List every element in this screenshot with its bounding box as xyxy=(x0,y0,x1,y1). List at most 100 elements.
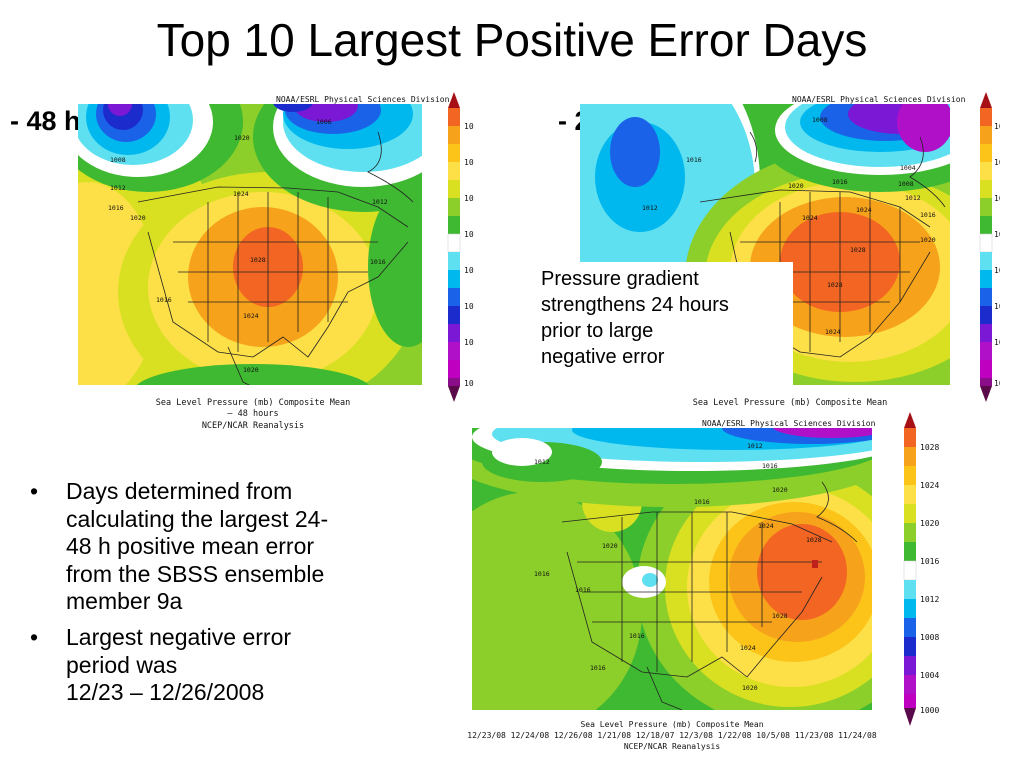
colorbar-tick: 1012 xyxy=(920,595,939,604)
caption-line: NCEP/NCAR Reanalysis xyxy=(201,420,305,431)
map-panel-0h: NOAA/ESRL Physical Sciences Division xyxy=(467,412,972,764)
map-caption: Sea Level Pressure (mb) Composite Mean xyxy=(640,398,940,409)
pressure-field xyxy=(472,428,872,710)
colorbar-tick: 1016 xyxy=(920,557,939,566)
colorbar-tick: 1020 xyxy=(994,194,1000,203)
isobar-label: 1012 xyxy=(642,204,658,212)
pressure-field xyxy=(78,104,422,385)
isobar-label: 1024 xyxy=(233,190,249,198)
isobar-label: 1012 xyxy=(905,194,921,202)
caption-line: Sea Level Pressure (mb) Composite Mean xyxy=(155,398,351,408)
bullet-line: Largest negative error xyxy=(66,623,292,650)
isobar-label: 1028 xyxy=(250,256,266,264)
isobar-labels: 1008 1012 1016 1020 1024 1028 1006 1016 … xyxy=(108,118,388,374)
colorbar-tick: 1016 xyxy=(994,230,1000,239)
bullet-line: period was xyxy=(66,651,178,678)
isobar-label: 1016 xyxy=(108,204,124,212)
isobar-label: 1004 xyxy=(900,164,916,172)
bullet-line: calculating the largest 24- xyxy=(66,505,329,532)
colorbar-tick: 1008 xyxy=(920,633,939,642)
isobar-label: 1016 xyxy=(575,586,591,594)
isobar-label: 1016 xyxy=(694,498,710,506)
bullet-list: Days determined from calculating the lar… xyxy=(28,478,400,715)
colorbar-tick: 1004 xyxy=(920,671,939,680)
colorbar-tick: 1004 xyxy=(464,338,474,347)
isobar-label: 1024 xyxy=(802,214,818,222)
bullet-line: Days determined from xyxy=(66,478,293,504)
isobar-label: 1028 xyxy=(806,536,822,544)
colorbar: 1028 1024 1020 1016 1012 1008 1004 1000 xyxy=(979,92,1000,402)
colorbar-tick: 1000 xyxy=(464,379,474,388)
map-caption: Sea Level Pressure (mb) Composite Mean —… xyxy=(108,398,398,432)
colorbar-tick: 1008 xyxy=(994,302,1000,311)
colorbar-tick: 1028 xyxy=(994,122,1000,131)
isobar-label: 1020 xyxy=(602,542,618,550)
colorbar-arrow-bottom xyxy=(980,386,992,402)
colorbar-arrow-top xyxy=(904,412,916,428)
caption-line: — 48 hours xyxy=(227,409,279,420)
annotation-line: negative error xyxy=(541,346,665,368)
bullet-line: member 9a xyxy=(66,588,183,615)
colorbar-tick: 1000 xyxy=(920,706,939,715)
isobar-label: 1024 xyxy=(825,328,841,336)
annotation-line: Pressure gradient xyxy=(541,268,699,290)
isobar-label: 1016 xyxy=(156,296,172,304)
colorbar-tick: 1028 xyxy=(464,122,474,131)
pressure-map: 1012 1012 1016 1020 1016 1020 1024 1028 … xyxy=(472,412,939,726)
caption-line: NCEP/NCAR Reanalysis xyxy=(623,741,721,751)
isobar-label: 1020 xyxy=(130,214,146,222)
colorbar-tick: 1004 xyxy=(994,338,1000,347)
map-header: NOAA/ESRL Physical Sciences Division xyxy=(702,419,876,428)
isobar-label: 1016 xyxy=(762,462,778,470)
colorbar-arrow-top xyxy=(980,92,992,108)
annotation-line: prior to large xyxy=(541,320,654,342)
bullet-item: Largest negative error period was 12/23 … xyxy=(28,624,400,707)
caption-dates: 12/23/08 12/24/08 12/26/08 1/21/08 12/18… xyxy=(467,730,877,740)
isobar-label: 1006 xyxy=(316,118,332,126)
map-caption: Sea Level Pressure (mb) Composite Mean 1… xyxy=(392,720,952,752)
isobar-label: 1024 xyxy=(740,644,756,652)
isobar-label: 1020 xyxy=(742,684,758,692)
colorbar: 1028 1024 1020 1016 1012 1008 1004 1000 xyxy=(447,92,474,402)
boundary-lines xyxy=(137,131,414,385)
map-panel-minus-48h: NOAA/ESRL Physical Sciences Division xyxy=(78,92,474,437)
colorbar-arrow-bottom xyxy=(904,708,916,726)
bullet-item: Days determined from calculating the lar… xyxy=(28,478,400,616)
colorbar: 1028 1024 1020 1016 1012 1008 1004 1000 xyxy=(903,412,939,726)
isobar-label: 1012 xyxy=(534,458,550,466)
isobar-label: 1012 xyxy=(747,442,763,450)
caption-line: Sea Level Pressure (mb) Composite Mean xyxy=(580,720,764,729)
annotation-line: strengthens 24 hours xyxy=(541,294,729,316)
colorbar-tick: 1020 xyxy=(920,519,939,528)
isobar-label: 1020 xyxy=(772,486,788,494)
isobar-label: 1028 xyxy=(772,612,788,620)
isobar-label: 1008 xyxy=(812,116,828,124)
slide-title: Top 10 Largest Positive Error Days xyxy=(156,14,868,66)
isobar-label: 1016 xyxy=(832,178,848,186)
colorbar-tick: 1024 xyxy=(920,481,939,490)
isobar-labels: 1012 1012 1016 1020 1016 1020 1024 1028 … xyxy=(534,442,822,692)
isobar-label: 1016 xyxy=(534,570,550,578)
colorbar-tick: 1028 xyxy=(920,443,939,452)
colorbar-tick: 1016 xyxy=(464,230,474,239)
isobar-label: 1024 xyxy=(758,522,774,530)
isobar-label: 1008 xyxy=(898,180,914,188)
isobar-label: 1016 xyxy=(920,211,936,219)
isobar-label: 1016 xyxy=(629,632,645,640)
colorbar-tick: 1012 xyxy=(464,266,474,275)
pressure-map: 1008 1012 1016 1020 1024 1028 1006 1016 … xyxy=(78,92,474,402)
boundary-lines xyxy=(561,481,858,710)
isobar-label: 1020 xyxy=(234,134,250,142)
map-header: NOAA/ESRL Physical Sciences Division xyxy=(276,95,450,104)
isobar-label: 1020 xyxy=(788,182,804,190)
bullet-line: 12/23 – 12/26/2008 xyxy=(66,679,265,706)
panel-label-minus-48h: - 48 h xyxy=(10,106,81,136)
isobar-label: 1028 xyxy=(827,281,843,289)
caption-line: Sea Level Pressure (mb) Composite Mean xyxy=(692,398,888,408)
isobar-labels: 1008 1016 1012 1016 1020 1024 1028 1024 … xyxy=(642,116,936,336)
colorbar-tick: 1024 xyxy=(994,158,1000,167)
isobar-label: 1012 xyxy=(110,184,126,192)
isobar-label: 1012 xyxy=(372,198,388,206)
annotation-box: Pressure gradient strengthens 24 hours p… xyxy=(537,262,793,386)
colorbar-tick: 1000 xyxy=(994,379,1000,388)
